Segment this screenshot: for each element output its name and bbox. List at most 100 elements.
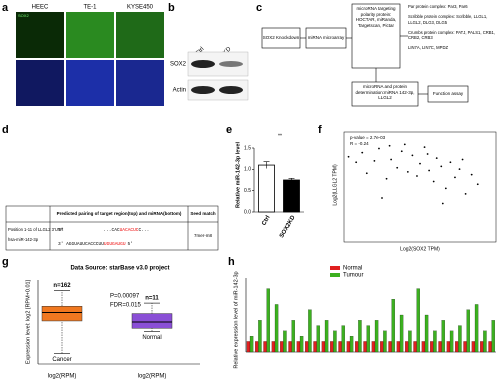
point bbox=[390, 158, 393, 161]
bar bbox=[324, 320, 329, 353]
band-label: Actin bbox=[173, 88, 186, 94]
bar bbox=[266, 288, 270, 353]
legend-swatch bbox=[330, 266, 340, 270]
point bbox=[406, 170, 409, 173]
point bbox=[361, 151, 364, 154]
point bbox=[355, 161, 358, 164]
row-label: hsa-miR-142-3p bbox=[8, 237, 39, 242]
legend-label: Tumour bbox=[343, 273, 363, 279]
seq-part: 3' AGGUAUUCACCCUU bbox=[58, 241, 104, 247]
column-label: KYSE450 bbox=[127, 5, 154, 11]
bar bbox=[488, 341, 492, 353]
bar bbox=[280, 341, 284, 353]
panel-label: d bbox=[2, 124, 9, 136]
box bbox=[41, 306, 83, 322]
bar bbox=[491, 320, 495, 353]
point bbox=[435, 157, 438, 160]
bar bbox=[455, 341, 459, 353]
micrograph bbox=[16, 60, 64, 106]
plot-frame bbox=[343, 131, 497, 243]
point bbox=[396, 166, 399, 169]
bar bbox=[308, 309, 312, 353]
panel-label: b bbox=[168, 2, 175, 14]
point bbox=[365, 172, 368, 175]
bar bbox=[424, 314, 429, 353]
point bbox=[416, 175, 418, 177]
bar bbox=[474, 304, 479, 353]
complex-list: Par protein complex: Par3, Par6 Scribble… bbox=[408, 4, 496, 50]
micrograph bbox=[116, 60, 164, 106]
sample-size: n=162 bbox=[53, 283, 71, 289]
bar bbox=[271, 341, 276, 353]
flow-text: microRNA targeting polarity protein: HOC… bbox=[355, 6, 397, 28]
bar bbox=[274, 304, 279, 353]
flow-text-wrap: microRNA targeting polarity protein: HOC… bbox=[355, 6, 397, 28]
bar bbox=[291, 320, 295, 353]
bar bbox=[258, 164, 275, 213]
panel-label: f bbox=[318, 124, 322, 136]
bar bbox=[338, 341, 342, 353]
seq-part: UACACUC bbox=[120, 227, 139, 233]
point bbox=[381, 197, 383, 199]
point bbox=[347, 155, 350, 158]
flow-text: miRNA microarray bbox=[308, 35, 345, 40]
band bbox=[191, 60, 215, 68]
panel-label: a bbox=[2, 2, 9, 14]
y-tick-label: 0.0 bbox=[244, 209, 251, 215]
bar bbox=[299, 336, 304, 353]
point bbox=[458, 168, 461, 171]
bar bbox=[366, 325, 370, 353]
bar bbox=[399, 314, 404, 353]
chart-title: Data Source: starBase v3.0 project bbox=[70, 266, 169, 272]
stat: p-value = 2.7e-03 bbox=[350, 135, 386, 140]
complex: Crumbs protein complex: PATJ, PALS1, CRB… bbox=[408, 29, 496, 40]
seq-part: 5' bbox=[58, 227, 63, 233]
sample-size: n=11 bbox=[145, 296, 159, 302]
point bbox=[378, 147, 380, 150]
bar bbox=[380, 341, 384, 353]
condition-label: Ctrl bbox=[195, 46, 206, 57]
y-axis-label: Relative miR-142-3p level bbox=[235, 142, 241, 209]
micrograph bbox=[116, 12, 164, 58]
panel-label: g bbox=[2, 256, 9, 268]
bar bbox=[483, 330, 487, 353]
bar bbox=[430, 341, 434, 353]
x-axis-label: log2(RPM) bbox=[48, 374, 77, 380]
complex: Scribble protein complex: Scribble, LLGL… bbox=[408, 14, 488, 25]
point bbox=[461, 158, 464, 161]
bar bbox=[246, 341, 251, 353]
complex: Par protein complex: Par3, Par6 bbox=[408, 4, 468, 9]
bar bbox=[405, 341, 409, 353]
seq-part: 5' bbox=[128, 241, 133, 247]
bar bbox=[471, 341, 476, 353]
stain-label: SOX2 bbox=[18, 13, 29, 18]
point bbox=[426, 153, 429, 155]
panel-label: h bbox=[228, 256, 235, 268]
bar bbox=[316, 325, 320, 353]
bar bbox=[333, 330, 337, 353]
y-axis-label: Relative expression level of miR-142-3p bbox=[233, 271, 239, 368]
group-label: Cancer bbox=[52, 357, 71, 363]
bar bbox=[433, 330, 437, 353]
micrograph bbox=[66, 60, 114, 106]
bar bbox=[441, 320, 445, 353]
point bbox=[419, 162, 421, 165]
bar bbox=[346, 341, 351, 353]
blot bbox=[187, 79, 249, 101]
flow-text: Function assay bbox=[433, 91, 464, 96]
bar bbox=[383, 330, 387, 353]
stat: P=0.00097 bbox=[110, 294, 140, 300]
bar bbox=[363, 341, 367, 353]
bar bbox=[421, 341, 426, 353]
significance: ** bbox=[278, 133, 282, 139]
point bbox=[373, 159, 376, 162]
y-tick-label: 1.0 bbox=[244, 167, 251, 173]
bar bbox=[341, 325, 345, 353]
point bbox=[440, 165, 443, 168]
table bbox=[5, 205, 219, 251]
y-axis-label: Expression level: log2 [RPM+0.01] bbox=[25, 279, 31, 364]
bar bbox=[446, 341, 451, 353]
sequence: 3' AGGUAUUCACCCUUUGUGAUGU 5' bbox=[58, 241, 133, 247]
bar bbox=[371, 341, 376, 353]
